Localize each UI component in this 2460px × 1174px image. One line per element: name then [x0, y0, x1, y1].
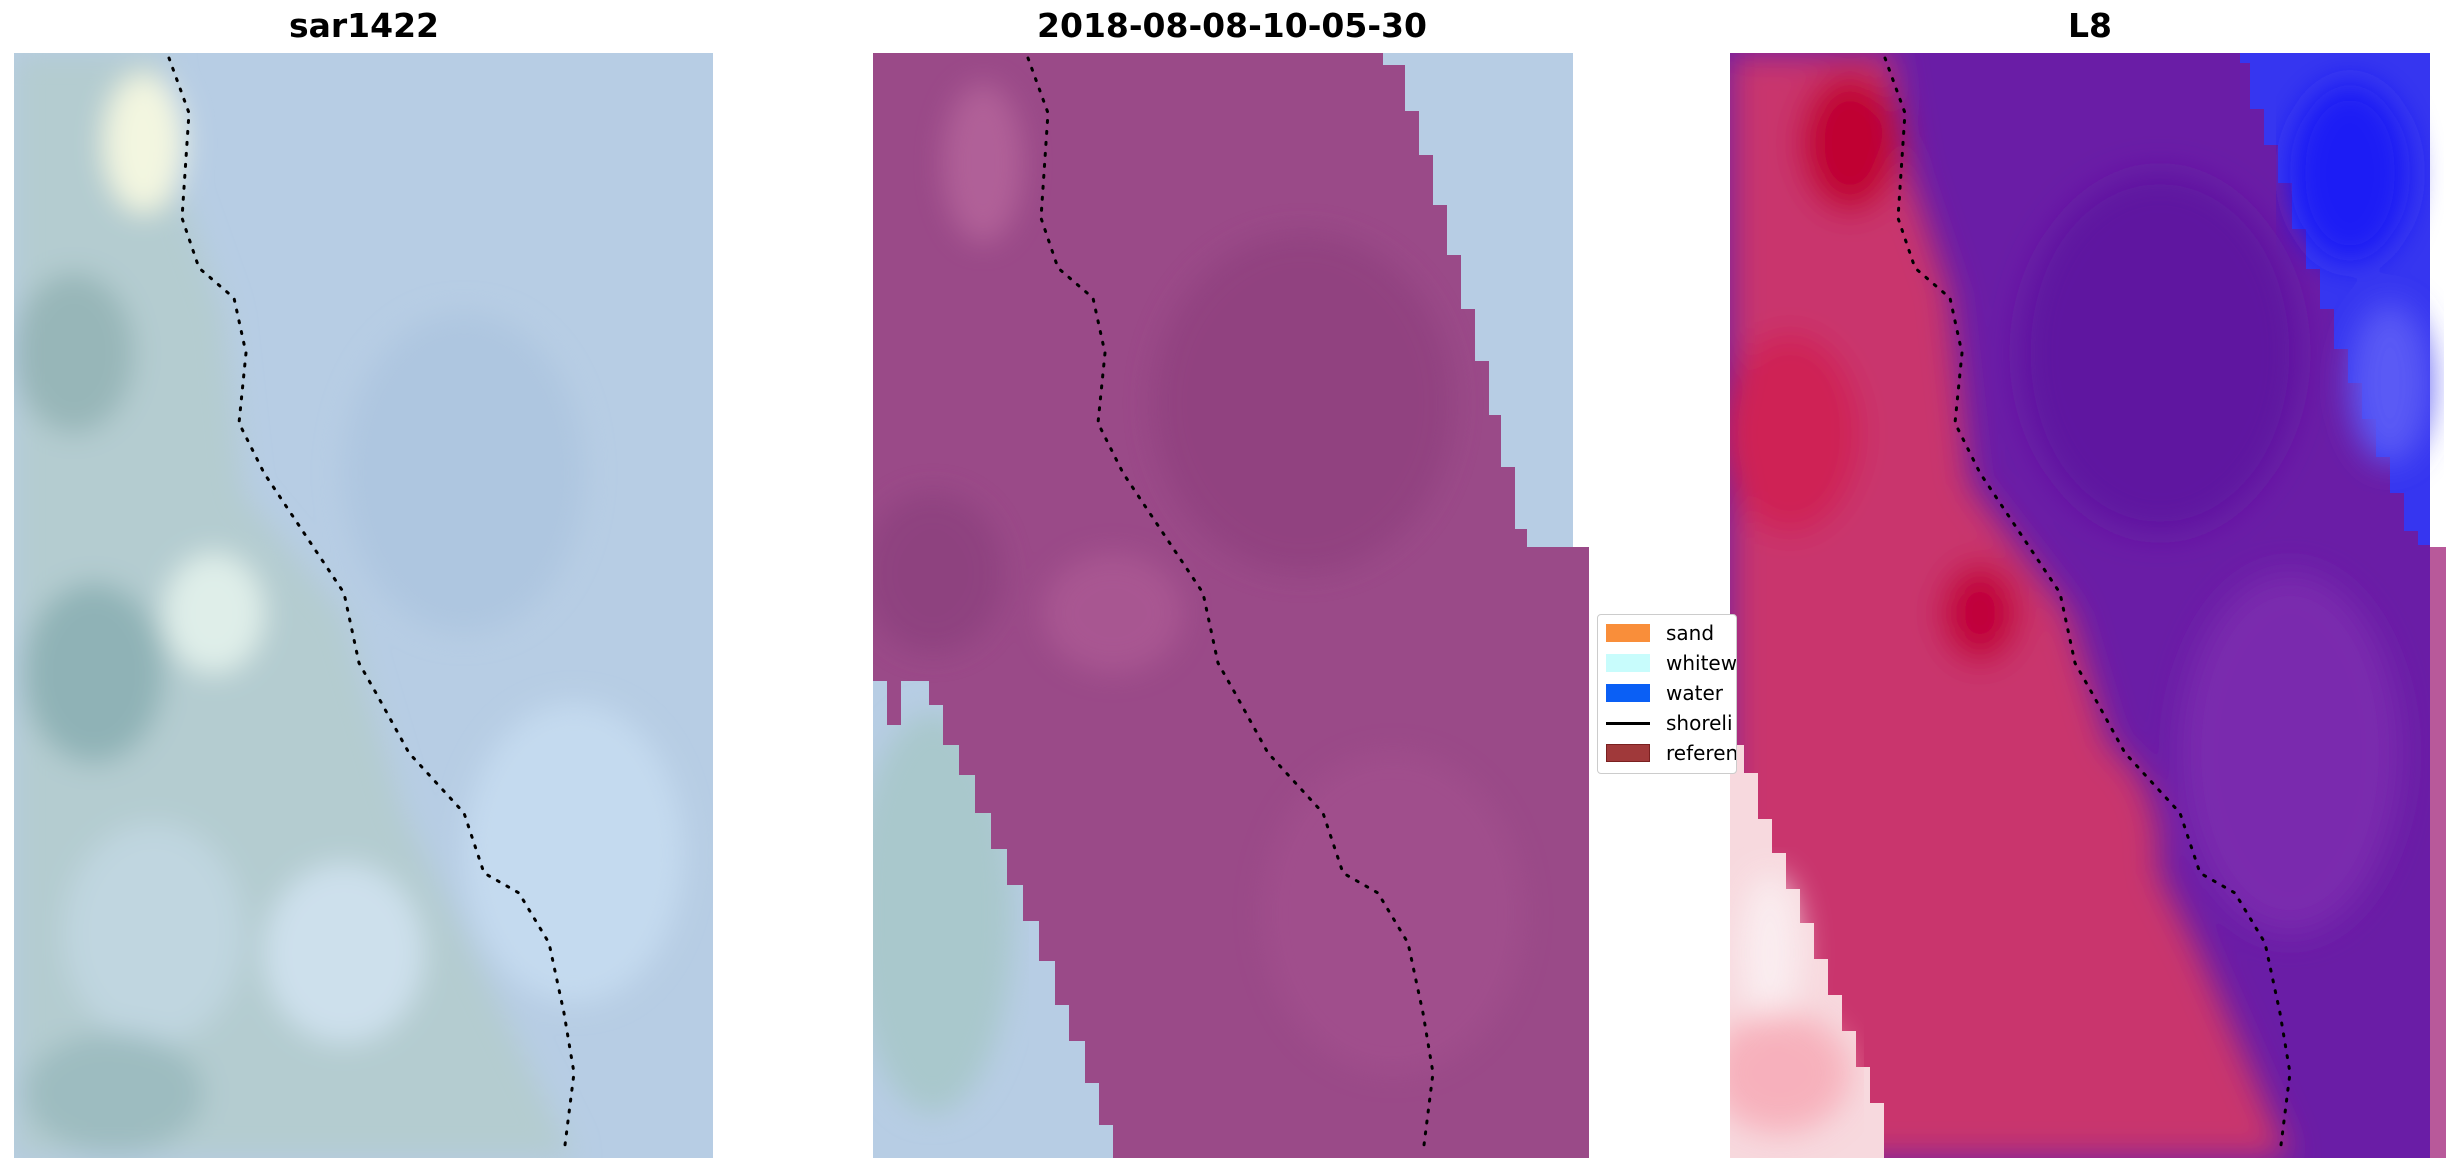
panel-title-l8: L8 [2068, 6, 2112, 45]
legend-line [1606, 721, 1650, 725]
legend: sand whitew water shoreli referen [1597, 614, 1737, 774]
panel-title-sar1422: sar1422 [288, 6, 440, 45]
legend-label: whitew [1666, 651, 1737, 675]
panel-title-date: 2018-08-08-10-05-30 [1037, 6, 1427, 45]
legend-label: shoreli [1666, 711, 1733, 735]
legend-label: sand [1666, 621, 1715, 645]
legend-swatch [1606, 654, 1650, 672]
legend-swatch [1606, 684, 1650, 702]
legend-swatch [1606, 624, 1650, 642]
legend-item-sand: sand [1606, 620, 1714, 646]
legend-swatch [1606, 744, 1650, 762]
classified-image-panel [873, 53, 1589, 1158]
legend-item-whitewater: whitew [1606, 650, 1737, 676]
l8-image-panel [1730, 53, 2446, 1158]
legend-item-reference: referen [1606, 740, 1737, 766]
rgb-image-panel [14, 53, 713, 1158]
legend-item-shoreline: shoreli [1606, 710, 1733, 736]
legend-label: referen [1666, 741, 1737, 765]
legend-label: water [1666, 681, 1723, 705]
legend-item-water: water [1606, 680, 1723, 706]
